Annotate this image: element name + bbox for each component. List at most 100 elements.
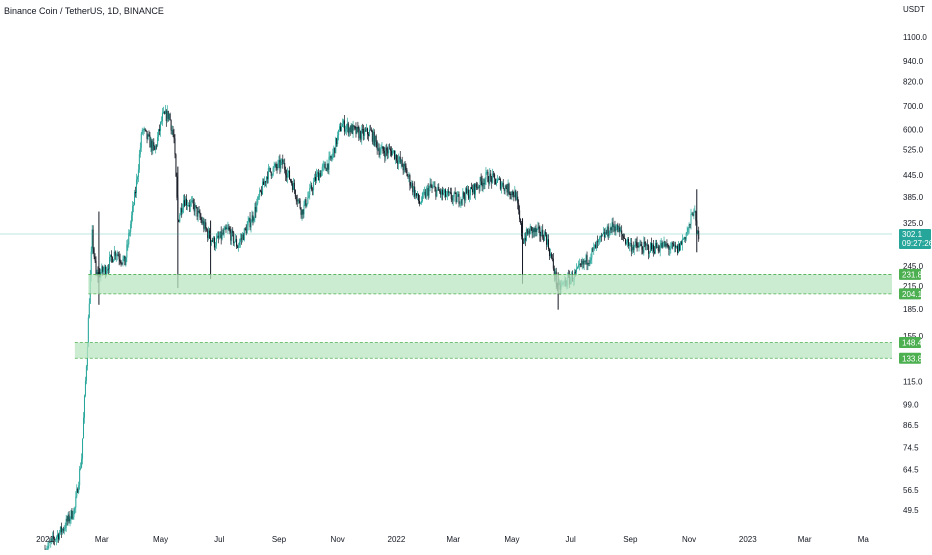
candle [503,188,505,195]
candle [318,170,320,183]
candle [467,185,469,196]
zone-rect-2[interactable] [74,342,893,359]
zone-rect-1[interactable] [88,274,893,294]
y-tick-label: 1100.0 [903,33,927,42]
candle [202,216,204,226]
candle [430,178,432,188]
candle [142,128,144,136]
candle [114,250,116,260]
candle [134,186,136,198]
candle [88,298,90,319]
candle [65,514,67,532]
candle [102,265,104,276]
x-tick-label: 2022 [388,535,406,544]
candle [683,236,685,243]
candles-layer [44,104,700,555]
candle [193,198,195,216]
candle [501,181,503,187]
candle [391,146,393,158]
candle [122,255,124,267]
candle [432,181,434,189]
candle [119,253,121,265]
candle [361,124,363,145]
candle [447,187,449,197]
candle [111,256,113,263]
candle [580,259,582,268]
candle [410,182,412,189]
candle [413,186,415,198]
x-tick-label: 2023 [739,535,757,544]
candle [547,234,549,248]
candle [255,201,257,218]
candle [241,232,243,243]
candle [197,207,199,222]
candle [464,192,466,207]
candle [512,189,514,198]
candle [141,127,143,135]
candle [379,147,381,159]
candle [50,538,52,548]
svg-text:09:27:26: 09:27:26 [902,239,932,248]
candle [498,176,500,180]
candle [598,238,600,246]
candle [538,222,540,233]
candle [519,205,521,223]
candle [323,161,325,171]
candle [688,222,690,234]
candle [523,232,525,245]
candle [125,256,127,267]
candle [541,226,543,237]
candle [287,167,289,184]
candle [168,113,170,121]
candle [456,191,458,203]
candle [599,235,601,245]
candle [619,223,621,237]
candle [317,168,319,181]
candle [364,127,366,140]
candle [223,225,225,238]
candle [578,258,580,271]
candle [425,186,427,200]
candle [392,148,394,156]
candle [666,239,668,248]
candle [388,144,390,159]
candle [164,104,166,115]
candle [679,241,681,251]
candle [294,189,296,200]
candle [418,193,420,204]
candle [235,234,237,243]
candle [522,238,524,244]
candle [213,236,215,251]
candle [426,184,428,197]
candle [61,527,63,535]
candle [152,139,154,155]
candle [248,217,250,223]
candle [687,227,689,235]
candle [198,206,200,214]
candle [185,196,187,207]
candle [674,241,676,253]
candle [263,178,265,185]
candle [416,193,418,199]
candle [229,226,231,235]
candle [591,247,593,264]
candle [108,264,110,275]
x-tick-label: Mar [95,535,109,544]
candle [548,247,550,260]
candle [54,536,56,546]
candle [264,176,266,188]
candle [671,241,673,249]
candle [579,263,581,268]
candle [617,222,619,233]
candle [352,120,354,138]
candle [583,258,585,271]
candle [344,125,346,134]
candle [682,237,684,240]
candle [305,197,307,209]
candle [104,264,106,275]
candle [367,132,369,142]
candle [624,233,626,240]
candle [612,217,614,233]
